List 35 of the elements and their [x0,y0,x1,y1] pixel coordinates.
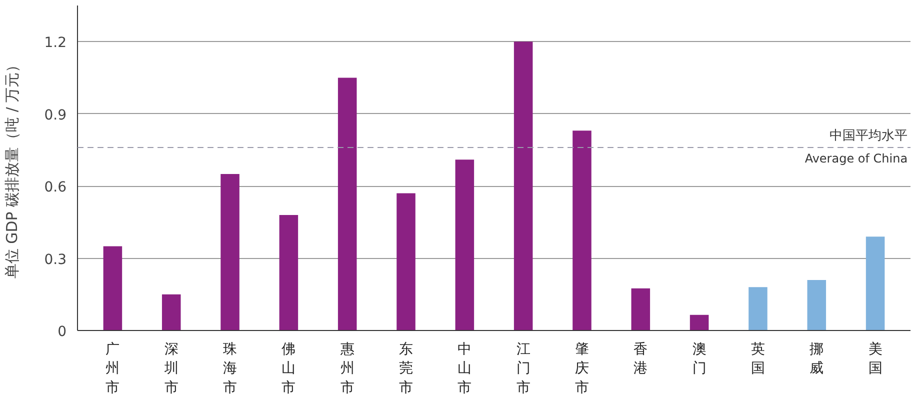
ref-line-label: 中国平均水平 Average of China [804,128,908,166]
x-tick-label: 珠海市 [223,342,238,396]
bar [279,214,298,330]
bar [807,280,826,330]
x-tick-label: 惠州市 [339,342,354,396]
y-tick-label: 0.6 [44,180,67,196]
x-tick-label: 东莞市 [399,342,414,396]
x-tick-label: 江门市 [516,342,530,396]
y-tick-label: 0.9 [44,107,66,124]
bar [690,314,709,330]
y-tick-label: 0 [58,324,67,340]
y-axis-title: 单位 GDP 碳排放量（吨 / 万元） [3,57,22,279]
bar [514,42,533,330]
bar [572,130,592,330]
x-tick-label: 中山市 [458,342,472,396]
x-tick-label: 肇庆市 [574,342,589,396]
bar [338,78,357,330]
x-tick-label: 英国 [750,342,765,377]
bar [162,294,181,330]
y-tick-label: 0.3 [44,252,66,268]
x-tick-label: 深圳市 [163,342,178,396]
x-tick-label: 挪威 [810,342,824,377]
y-tick-label: 1.2 [44,35,66,52]
bar [866,236,885,330]
x-tick-label: 美国 [868,342,882,377]
bar [748,287,768,330]
x-tick-label: 澳门 [692,342,706,377]
x-tick-label: 佛山市 [282,342,296,396]
bar [396,193,416,330]
x-tick-label: 香港 [634,342,648,377]
bar [455,160,474,330]
bar [631,288,650,330]
bar [220,174,240,330]
bar [103,246,122,330]
x-tick-label: 广州市 [106,342,120,396]
